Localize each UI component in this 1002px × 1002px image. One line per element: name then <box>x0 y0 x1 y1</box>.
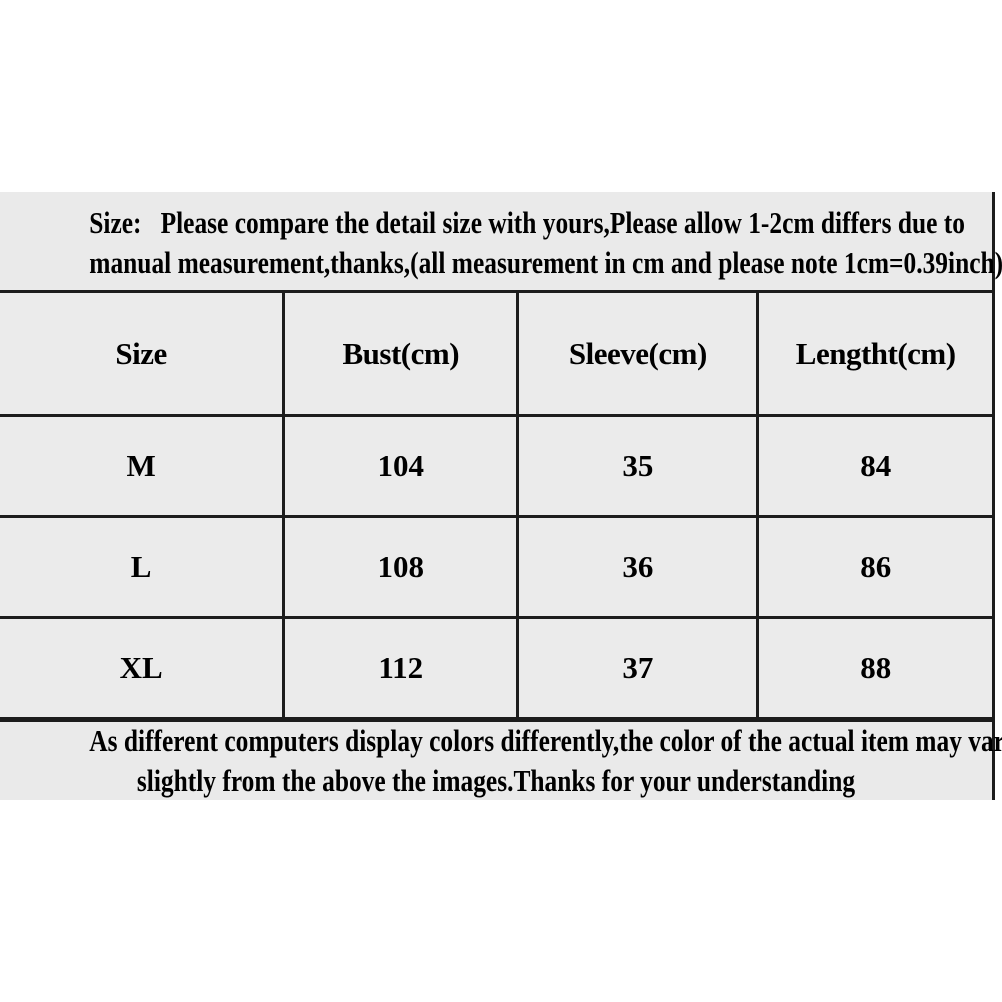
color-disclaimer-line-2: slightly from the above the images.Thank… <box>136 763 856 798</box>
cell-sleeve-m: 35 <box>516 414 760 518</box>
measurement-note-line-1: Size: Please compare the detail size wit… <box>89 204 965 240</box>
cell-sleeve-xl: 37 <box>516 616 760 720</box>
col-header-length: Lengtht(cm) <box>756 290 992 417</box>
size-table-header-row: Size Bust(cm) Sleeve(cm) Lengtht(cm) <box>0 290 992 417</box>
cell-size-l: L <box>0 515 286 619</box>
color-disclaimer-note: As different computers display colors di… <box>0 720 1002 800</box>
col-header-sleeve: Sleeve(cm) <box>516 290 760 417</box>
cell-size-m: M <box>0 414 286 518</box>
col-header-size: Size <box>0 290 286 417</box>
size-table: Size Bust(cm) Sleeve(cm) Lengtht(cm) M 1… <box>0 290 992 720</box>
table-row-m: M 104 35 84 <box>0 414 992 518</box>
table-row-xl: XL 112 37 88 <box>0 616 992 720</box>
cell-bust-xl: 112 <box>282 616 520 720</box>
color-disclaimer-line-1: As different computers display colors di… <box>89 723 1002 758</box>
col-header-bust: Bust(cm) <box>282 290 520 417</box>
size-chart-panel: Size: Please compare the detail size wit… <box>0 192 1002 800</box>
measurement-note-line-2: manual measurement,thanks,(all measureme… <box>89 244 1002 280</box>
cell-bust-l: 108 <box>282 515 520 619</box>
cell-size-xl: XL <box>0 616 286 720</box>
cell-length-xl: 88 <box>756 616 992 720</box>
cell-length-m: 84 <box>756 414 992 518</box>
measurement-note: Size: Please compare the detail size wit… <box>0 192 1002 290</box>
cell-length-l: 86 <box>756 515 992 619</box>
cell-bust-m: 104 <box>282 414 520 518</box>
cell-sleeve-l: 36 <box>516 515 760 619</box>
table-row-l: L 108 36 86 <box>0 515 992 619</box>
